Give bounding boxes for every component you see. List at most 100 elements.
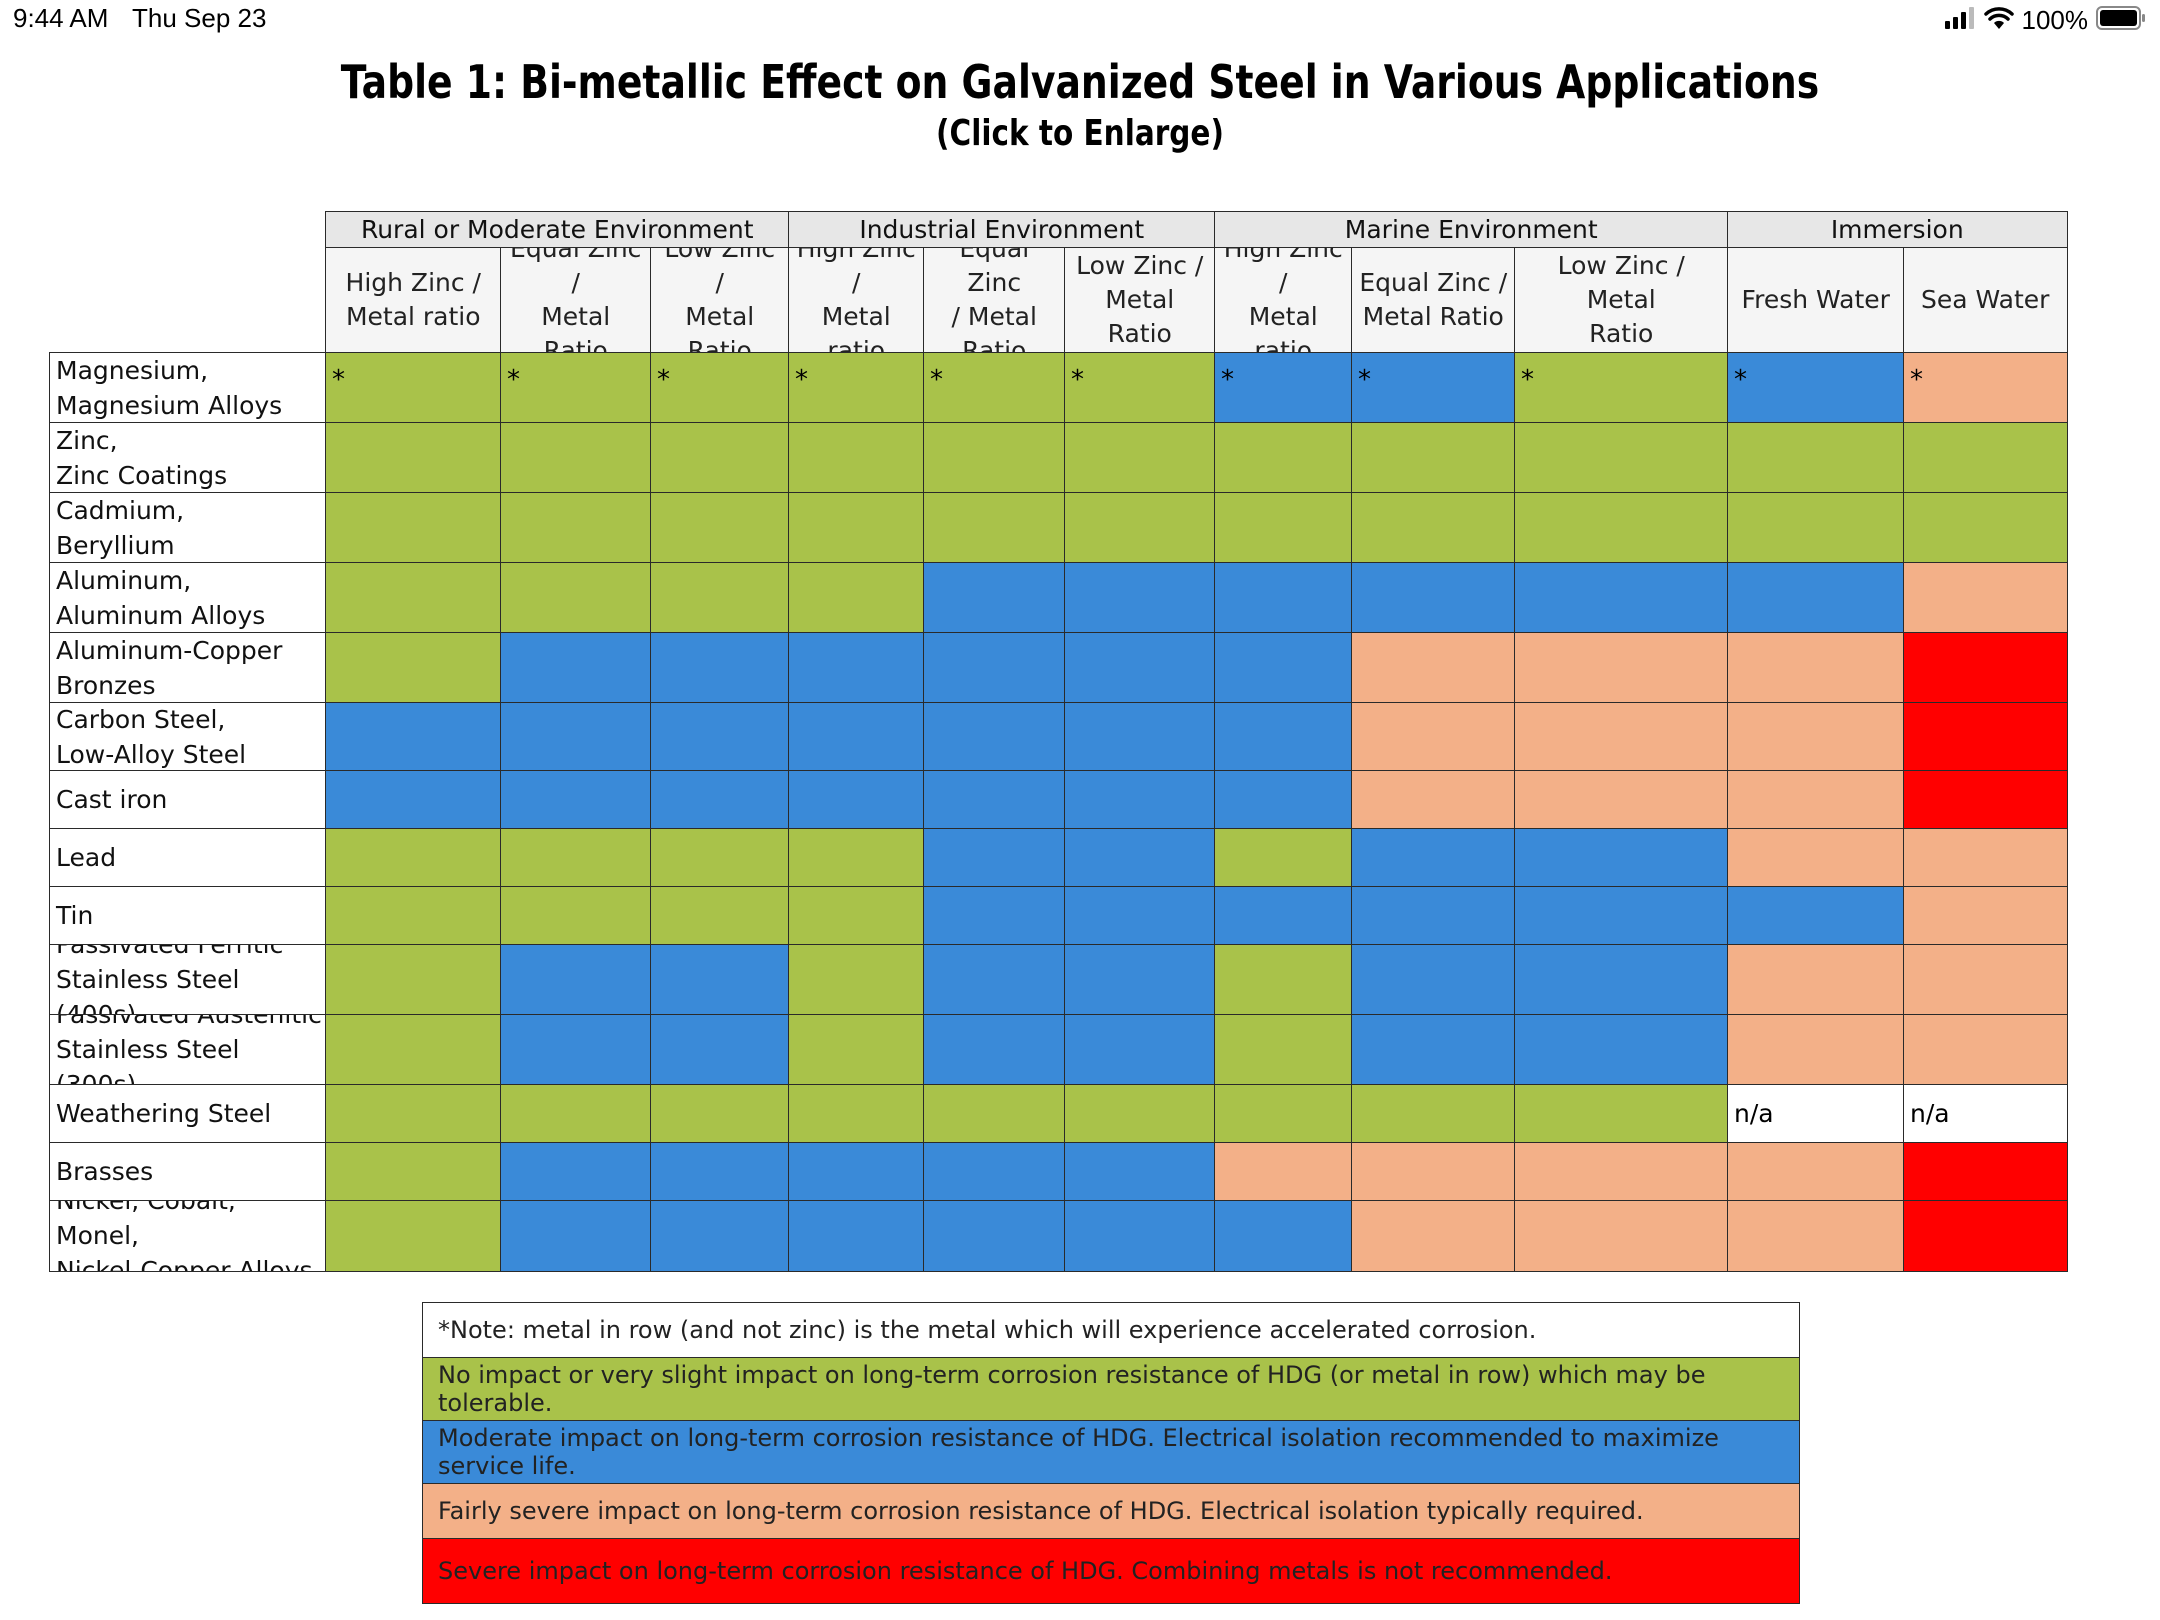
rating-cell — [1514, 828, 1729, 888]
rating-cell — [1064, 632, 1216, 704]
rating-cell — [1351, 632, 1516, 704]
rating-cell — [923, 562, 1066, 634]
column-header: Fresh Water — [1727, 247, 1905, 354]
rating-cell — [500, 1014, 652, 1086]
enlarge-link[interactable]: (Click to Enlarge) — [936, 113, 1224, 154]
rating-cell — [650, 632, 790, 704]
column-header: Low Zinc / Metal Ratio — [1514, 247, 1729, 354]
battery-percent: 100% — [2021, 4, 2089, 35]
rating-cell — [923, 1014, 1066, 1086]
column-header: High Zinc / Metal ratio — [325, 247, 502, 354]
rating-cell — [788, 632, 925, 704]
column-header: Equal Zinc / Metal Ratio — [1351, 247, 1516, 354]
rating-cell — [1214, 886, 1353, 946]
group-header: Rural or Moderate Environment — [325, 211, 790, 249]
rating-cell — [1064, 944, 1216, 1016]
rating-cell — [325, 632, 502, 704]
rating-cell — [1351, 1084, 1516, 1144]
row-label: Cast iron — [49, 770, 327, 830]
rating-cell — [788, 492, 925, 564]
rating-cell — [500, 492, 652, 564]
rating-cell — [650, 492, 790, 564]
rating-cell — [1727, 1142, 1905, 1202]
rating-cell — [325, 492, 502, 564]
rating-cell — [1514, 770, 1729, 830]
rating-cell: * — [1903, 352, 2068, 424]
rating-cell: * — [923, 352, 1066, 424]
rating-cell — [1064, 492, 1216, 564]
rating-cell — [1351, 1142, 1516, 1202]
rating-cell — [1727, 422, 1905, 494]
row-label: Tin — [49, 886, 327, 946]
rating-cell: * — [1514, 352, 1729, 424]
rating-cell — [1214, 562, 1353, 634]
rating-cell — [650, 702, 790, 772]
rating-cell — [923, 944, 1066, 1016]
rating-cell — [1514, 1014, 1729, 1086]
rating-cell — [325, 1014, 502, 1086]
group-header: Immersion — [1727, 211, 2068, 249]
rating-cell — [650, 770, 790, 830]
group-header: Industrial Environment — [788, 211, 1216, 249]
rating-cell — [923, 1084, 1066, 1144]
rating-cell — [650, 1142, 790, 1202]
row-label: Carbon Steel, Low-Alloy Steel — [49, 702, 327, 772]
rating-cell — [1351, 886, 1516, 946]
rating-cell — [1903, 632, 2068, 704]
rating-cell — [788, 770, 925, 830]
rating-cell — [1727, 1014, 1905, 1086]
rating-cell — [325, 828, 502, 888]
status-date: Thu Sep 23 — [132, 3, 267, 33]
rating-cell — [500, 1200, 652, 1272]
rating-cell — [788, 944, 925, 1016]
rating-cell — [1727, 944, 1905, 1016]
rating-cell — [1903, 944, 2068, 1016]
rating-cell — [1351, 944, 1516, 1016]
rating-cell — [500, 632, 652, 704]
rating-cell — [1064, 770, 1216, 830]
rating-cell — [325, 422, 502, 494]
rating-cell — [1064, 562, 1216, 634]
rating-cell — [500, 944, 652, 1016]
rating-cell — [1064, 702, 1216, 772]
rating-cell — [788, 1142, 925, 1202]
rating-cell: n/a — [1903, 1084, 2068, 1144]
rating-cell — [325, 1200, 502, 1272]
rating-cell — [1214, 770, 1353, 830]
column-header: Low Zinc / Metal Ratio — [1064, 247, 1216, 354]
rating-cell — [1351, 770, 1516, 830]
column-header: High Zinc / Metal ratio — [788, 247, 925, 354]
rating-cell — [1727, 770, 1905, 830]
rating-cell — [1351, 492, 1516, 564]
rating-cell — [1214, 828, 1353, 888]
rating-cell — [1514, 944, 1729, 1016]
rating-cell — [1214, 1142, 1353, 1202]
rating-cell — [500, 422, 652, 494]
rating-cell — [1727, 632, 1905, 704]
rating-cell — [788, 1200, 925, 1272]
wifi-icon — [1983, 6, 2014, 34]
rating-cell — [500, 702, 652, 772]
page-title: Table 1: Bi-metallic Effect on Galvanize… — [340, 55, 1820, 109]
rating-cell — [788, 886, 925, 946]
rating-cell — [923, 770, 1066, 830]
rating-cell — [1514, 492, 1729, 564]
rating-cell — [650, 944, 790, 1016]
rating-cell — [1903, 562, 2068, 634]
title-block: Table 1: Bi-metallic Effect on Galvanize… — [0, 55, 2160, 154]
rating-cell — [650, 422, 790, 494]
rating-cell — [1214, 1014, 1353, 1086]
row-label: Zinc, Zinc Coatings — [49, 422, 327, 494]
rating-cell: * — [325, 352, 502, 424]
row-label: Aluminum-Copper Bronzes — [49, 632, 327, 704]
rating-cell — [1351, 702, 1516, 772]
rating-cell — [1514, 702, 1729, 772]
rating-cell — [650, 886, 790, 946]
rating-cell: * — [1727, 352, 1905, 424]
rating-cell — [1514, 1200, 1729, 1272]
rating-cell — [325, 770, 502, 830]
rating-cell — [1064, 828, 1216, 888]
rating-cell — [325, 886, 502, 946]
rating-cell — [1903, 828, 2068, 888]
rating-cell — [1903, 422, 2068, 494]
